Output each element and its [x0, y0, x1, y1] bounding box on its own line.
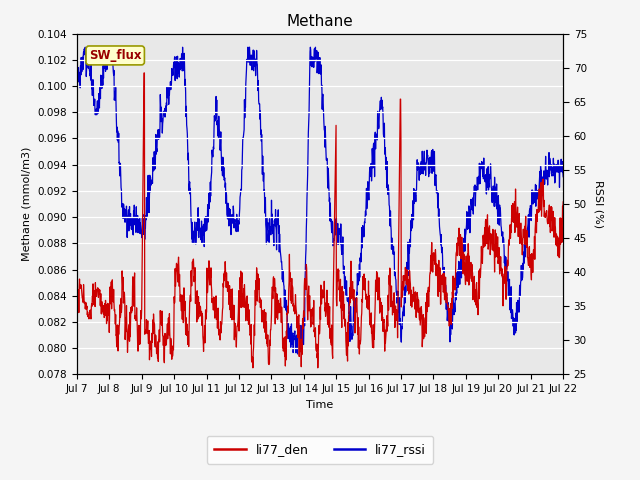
Text: SW_flux: SW_flux — [89, 49, 141, 62]
Y-axis label: RSSI (%): RSSI (%) — [593, 180, 604, 228]
Y-axis label: Methane (mmol/m3): Methane (mmol/m3) — [22, 147, 32, 261]
Legend: li77_den, li77_rssi: li77_den, li77_rssi — [207, 435, 433, 464]
Text: Methane: Methane — [287, 14, 353, 29]
X-axis label: Time: Time — [307, 400, 333, 409]
